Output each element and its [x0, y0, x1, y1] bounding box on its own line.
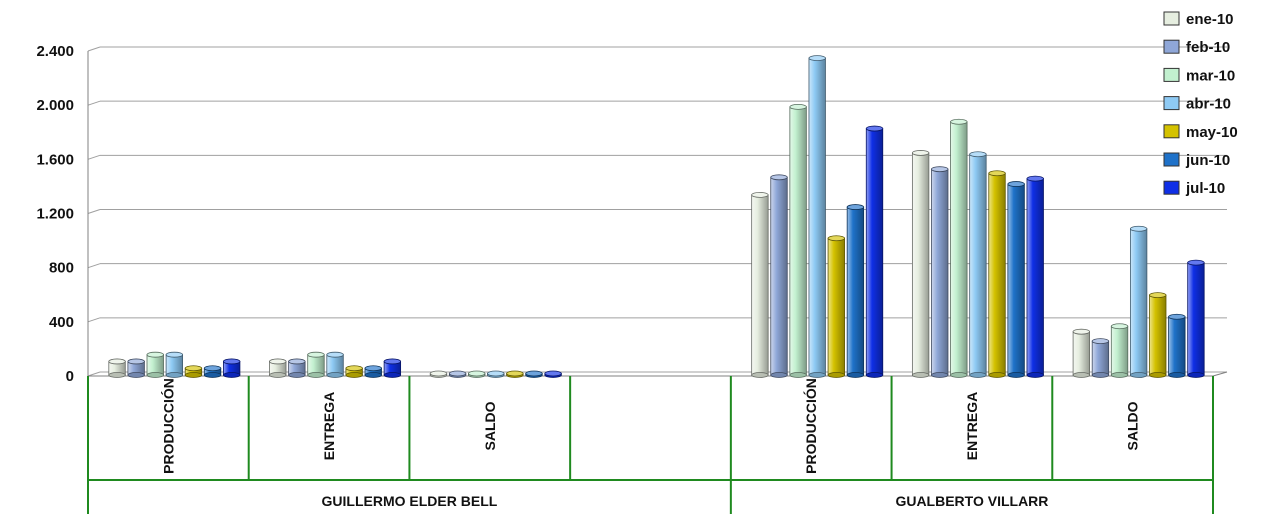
legend-entry: jul-10 — [1163, 180, 1225, 197]
bar — [969, 151, 987, 378]
bar — [544, 370, 562, 378]
floor-side-edge — [1212, 371, 1228, 377]
y-tick-label: 1.200 — [36, 206, 74, 223]
bar — [950, 118, 968, 378]
bar — [751, 191, 769, 378]
bar — [931, 166, 949, 378]
x-axis: PRODUCCIÓN ENTREGA SALDO PRODUCCIÓN ENTREGA S… — [87, 376, 1214, 514]
legend-label: jun-10 — [1185, 152, 1230, 169]
x-tick-label: ENTREGA — [964, 392, 980, 460]
legend-label: ene-10 — [1186, 11, 1234, 28]
legend-label: may-10 — [1186, 124, 1238, 141]
group-label: GUILLERMO ELDER BELL — [322, 493, 498, 509]
gridline-side — [87, 371, 101, 377]
bar — [827, 235, 845, 378]
bar — [1187, 259, 1205, 378]
legend-swatch — [1163, 96, 1180, 111]
legend-swatch — [1163, 152, 1180, 167]
y-tick-label: 1.600 — [36, 151, 74, 168]
bar — [846, 204, 865, 378]
bars — [108, 55, 1205, 378]
legend-swatch — [1163, 67, 1180, 82]
legend-entry: ene-10 — [1163, 11, 1234, 28]
bar — [487, 370, 505, 378]
y-tick-label: 400 — [49, 314, 74, 331]
legend-entry: abr-10 — [1163, 96, 1231, 113]
legend-label: abr-10 — [1186, 96, 1231, 113]
bar — [808, 55, 826, 378]
bar — [770, 174, 788, 378]
bar — [383, 358, 402, 378]
bar — [203, 365, 222, 378]
legend-swatch — [1163, 124, 1180, 139]
bar — [429, 370, 448, 378]
gridline-side — [87, 46, 101, 52]
gridline-side — [87, 209, 101, 214]
bar — [1007, 181, 1025, 378]
gridlines — [87, 46, 1228, 377]
legend-swatch — [1163, 180, 1180, 195]
bar — [108, 358, 126, 378]
bar — [1129, 225, 1148, 378]
y-tick-label: 800 — [49, 260, 74, 277]
legend-label: jul-10 — [1185, 180, 1225, 197]
gridline-side — [87, 100, 101, 106]
gridline-side — [87, 154, 101, 160]
bar — [789, 103, 807, 378]
bar — [1091, 338, 1110, 378]
legend-label: feb-10 — [1186, 39, 1230, 56]
group-label: GUALBERTO VILLARR — [895, 493, 1048, 509]
y-tick-label: 2.000 — [36, 97, 74, 114]
legend-entry: feb-10 — [1163, 39, 1230, 56]
bar — [911, 150, 930, 378]
bar — [307, 351, 325, 378]
bar — [184, 365, 203, 378]
y-tick-label: 0 — [66, 368, 74, 385]
x-tick-label: SALDO — [482, 401, 498, 450]
bar — [1168, 313, 1186, 378]
legend-swatch — [1163, 11, 1180, 26]
bar — [865, 125, 884, 378]
bar — [127, 358, 145, 378]
bar — [1110, 323, 1129, 378]
legend-entry: mar-10 — [1163, 67, 1235, 84]
gridline-side — [87, 263, 101, 269]
y-axis-ticks: 0 400 800 1.200 1.600 2.000 2.400 — [36, 43, 74, 385]
bar — [1149, 292, 1167, 378]
y-tick-label: 2.400 — [36, 43, 74, 60]
x-tick-label: ENTREGA — [321, 392, 337, 460]
legend-entry: jun-10 — [1163, 152, 1230, 169]
bar — [506, 370, 524, 378]
bar — [146, 351, 164, 378]
bar — [269, 358, 287, 378]
bar — [448, 370, 467, 378]
bar — [988, 170, 1006, 378]
bar — [525, 370, 543, 378]
bar — [364, 365, 382, 378]
x-tick-label: SALDO — [1125, 401, 1141, 450]
bar — [326, 351, 344, 378]
legend: ene-10 feb-10 mar-10 abr-10 may-10 jun-10 jul-… — [1163, 11, 1238, 197]
bar — [345, 365, 363, 378]
legend-label: mar-10 — [1186, 67, 1235, 84]
bar — [1072, 328, 1090, 378]
x-tick-label: PRODUCCIÓN — [159, 378, 176, 474]
gridline-side — [87, 317, 101, 323]
bar — [165, 351, 184, 378]
bar — [468, 370, 486, 378]
bar — [288, 358, 306, 378]
bar — [223, 358, 241, 378]
x-tick-label: PRODUCCIÓN — [802, 378, 819, 474]
legend-entry: may-10 — [1163, 124, 1238, 141]
legend-swatch — [1163, 39, 1180, 54]
bar — [1026, 175, 1044, 378]
